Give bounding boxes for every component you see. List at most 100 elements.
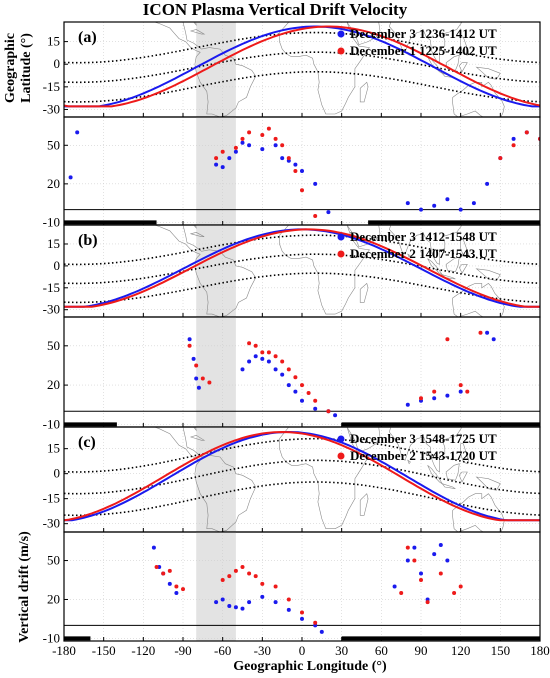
panel-2: 50 20 -10 (43, 116, 541, 229)
drift-point-blue (240, 367, 245, 372)
drift-point-red (280, 359, 285, 364)
drift-ylabel: Vertical drift (m/s) (17, 531, 32, 643)
map-outline (136, 427, 257, 532)
drift-point-red (273, 136, 278, 141)
drift-point-blue (194, 376, 199, 381)
y-tick-label: 15 (47, 34, 60, 49)
magnetic-latitude-curve (64, 31, 540, 64)
drift-point-blue (286, 607, 291, 612)
drift-point-red (280, 143, 285, 148)
drift-point-red (247, 341, 252, 346)
drift-point-blue (220, 597, 225, 602)
drift-point-red (187, 343, 192, 348)
y-tick-label: 15 (47, 236, 60, 251)
drift-point-red (207, 380, 212, 385)
drift-point-red (445, 337, 450, 342)
shaded-band (196, 532, 236, 641)
drift-point-blue (196, 385, 201, 390)
drift-point-blue (392, 584, 397, 589)
y-tick-label: 15 (47, 441, 60, 456)
panel-label: (c) (78, 434, 96, 451)
drift-point-blue (151, 545, 156, 550)
drift-point-red (498, 156, 503, 161)
shaded-band (196, 225, 236, 317)
drift-point-blue (266, 359, 271, 364)
map-outline (359, 81, 369, 103)
drift-point-blue (300, 398, 304, 403)
y-tick-label: -10 (43, 214, 60, 229)
y-tick-label: -15 (43, 79, 60, 94)
map-outline (475, 268, 501, 281)
drift-point-red (300, 383, 304, 388)
magnetic-latitude-curve (64, 253, 540, 285)
drift-point-blue (167, 581, 172, 586)
x-axis-label: Geographic Longitude (°) (233, 659, 387, 674)
map-outline (388, 22, 463, 64)
shaded-band (196, 317, 236, 427)
map-outline (193, 22, 197, 27)
map-outline (458, 62, 468, 73)
y-tick-label: -15 (43, 491, 60, 506)
drift-point-blue (191, 356, 196, 361)
map-outline (458, 471, 468, 483)
drift-point-blue (240, 606, 245, 611)
panel-5: December 3 1548-1725 UT December 2 1543-1… (43, 426, 541, 533)
magnetic-latitude-curve (64, 459, 540, 495)
drift-point-red (524, 130, 529, 135)
y-tick-label: 0 (54, 56, 61, 71)
legend-entry: December 3 1548-1725 UT (350, 431, 497, 446)
x-tick-label: -30 (254, 643, 271, 658)
map-outline (475, 476, 501, 491)
drift-point-blue (471, 201, 476, 206)
x-tick-label: -150 (92, 643, 116, 658)
panel-label: (a) (78, 29, 97, 46)
shaded-band (196, 22, 236, 117)
drift-point-blue (286, 383, 291, 388)
map-outline (445, 256, 460, 273)
panel-label: (b) (78, 232, 98, 249)
drift-point-red (286, 597, 291, 602)
drift-point-red (432, 389, 437, 394)
drift-point-blue (240, 140, 245, 145)
drift-point-blue (445, 197, 450, 202)
drift-point-red (200, 376, 205, 381)
drift-point-blue (511, 136, 516, 141)
drift-point-red (266, 350, 271, 355)
magnetic-latitude-curve (64, 437, 540, 473)
legend-marker-blue (337, 30, 345, 38)
drift-point-blue (247, 143, 252, 148)
y-tick-label: -30 (43, 516, 60, 531)
map-outline (460, 36, 469, 56)
drift-point-blue (247, 600, 252, 605)
shaded-band (196, 117, 236, 225)
drift-point-blue (491, 337, 496, 342)
drift-point-blue (280, 372, 285, 377)
drift-point-red (260, 350, 265, 355)
y-tick-label: 50 (47, 553, 60, 568)
drift-point-red (253, 574, 258, 579)
map-outline (452, 283, 505, 317)
drift-point-blue (313, 181, 318, 186)
drift-point-red (412, 558, 417, 563)
drift-point-blue (273, 600, 278, 605)
x-tick-label: 30 (335, 643, 348, 658)
legend-marker-blue (337, 435, 345, 443)
drift-point-red (326, 409, 331, 414)
map-outline (193, 427, 197, 432)
drift-point-blue (260, 356, 265, 361)
map-outline (460, 239, 469, 258)
drift-point-blue (280, 156, 285, 161)
drift-point-blue (75, 130, 80, 135)
y-tick-label: 50 (47, 338, 60, 353)
drift-point-blue (300, 616, 304, 621)
drift-point-blue (273, 367, 278, 372)
y-tick-label: 20 (47, 176, 60, 191)
legend-marker-red (337, 47, 345, 55)
x-tick-label: 150 (491, 643, 511, 658)
drift-point-red (300, 610, 304, 615)
y-tick-label: -15 (43, 280, 60, 295)
drift-point-blue (247, 359, 252, 364)
drift-point-red (154, 565, 159, 569)
legend-marker-red (337, 452, 345, 460)
